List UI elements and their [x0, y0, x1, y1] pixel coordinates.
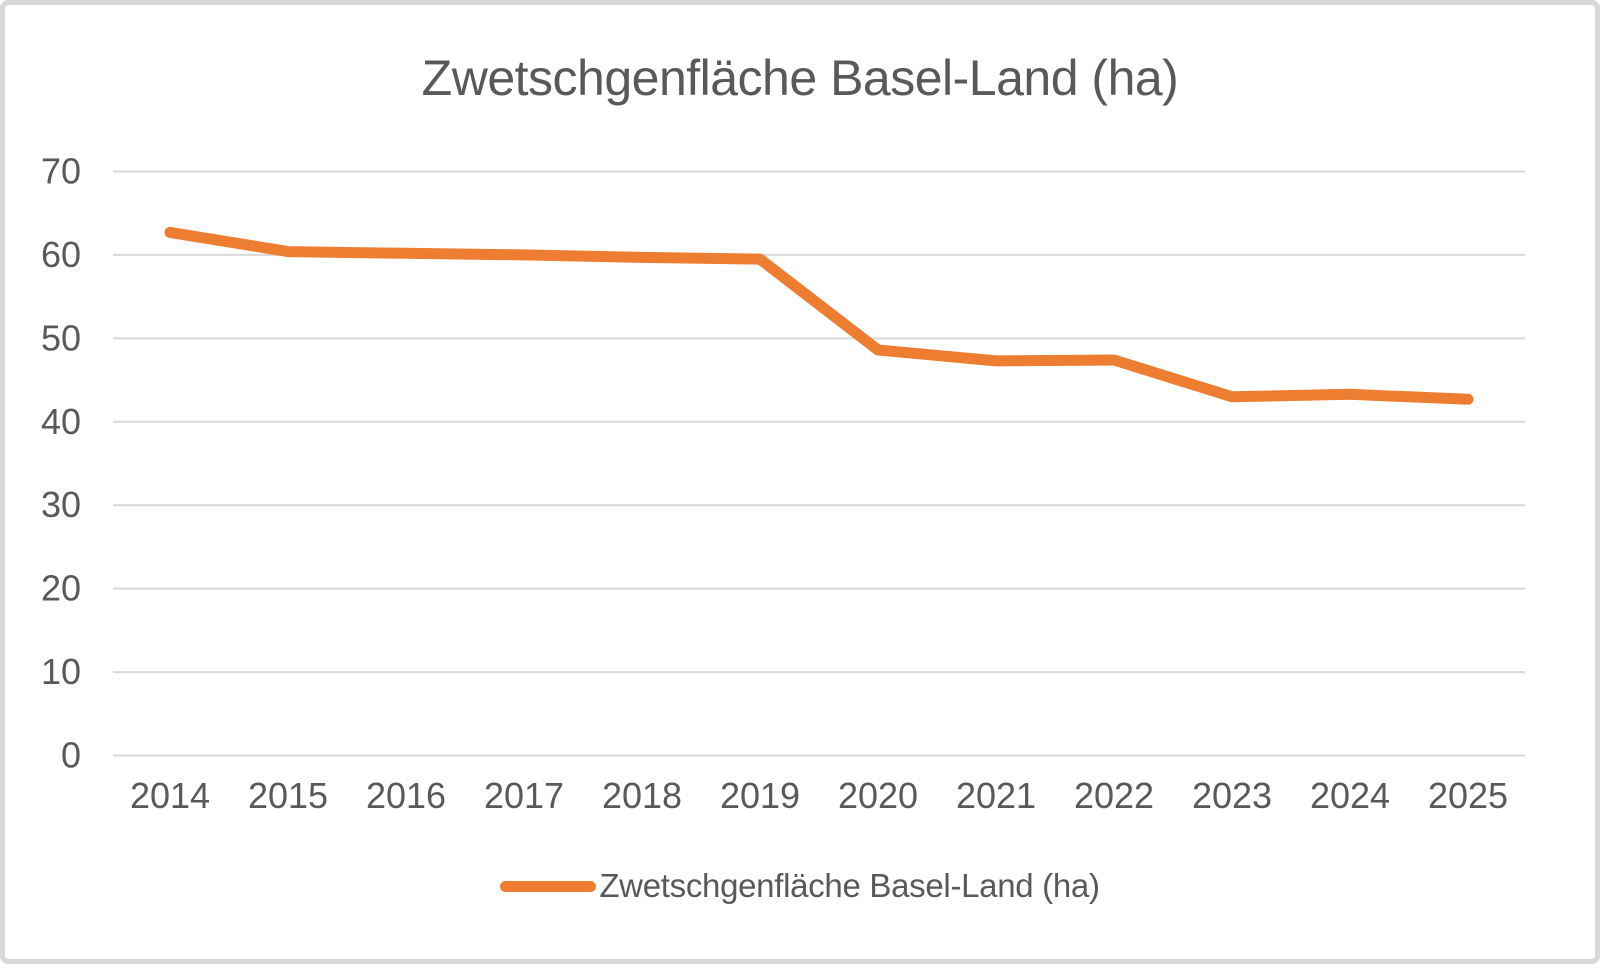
y-tick-label: 10 [41, 651, 81, 692]
legend: Zwetschgenfläche Basel-Land (ha) [5, 867, 1595, 905]
y-tick-label: 60 [41, 234, 81, 275]
plot-area: 0 10 20 30 40 50 60 70 2014 2015 2016 2017 2018 2019 2… [41, 151, 1525, 816]
y-tick-label: 30 [41, 484, 81, 525]
x-tick-label: 2018 [602, 775, 682, 816]
y-tick-label: 40 [41, 401, 81, 442]
y-tick-label: 0 [61, 735, 81, 776]
data-series-line [164, 226, 1474, 405]
legend-label: Zwetschgenfläche Basel-Land (ha) [599, 867, 1100, 904]
x-tick-label: 2019 [720, 775, 800, 816]
y-tick-label: 70 [41, 151, 81, 192]
y-tick-label: 50 [41, 317, 81, 358]
x-tick-label: 2015 [248, 775, 328, 816]
x-tick-label: 2017 [484, 775, 564, 816]
x-tick-label: 2023 [1192, 775, 1272, 816]
legend-line-swatch [500, 880, 597, 892]
x-tick-label: 2021 [956, 775, 1036, 816]
x-tick-label: 2020 [838, 775, 918, 816]
x-tick-label: 2024 [1310, 775, 1390, 816]
x-tick-label: 2025 [1428, 775, 1508, 816]
x-tick-label: 2016 [366, 775, 446, 816]
y-tick-label: 20 [41, 568, 81, 609]
chart-title: Zwetschgenfläche Basel-Land (ha) [421, 50, 1179, 106]
x-tick-label: 2014 [130, 775, 210, 816]
x-tick-label: 2022 [1074, 775, 1154, 816]
